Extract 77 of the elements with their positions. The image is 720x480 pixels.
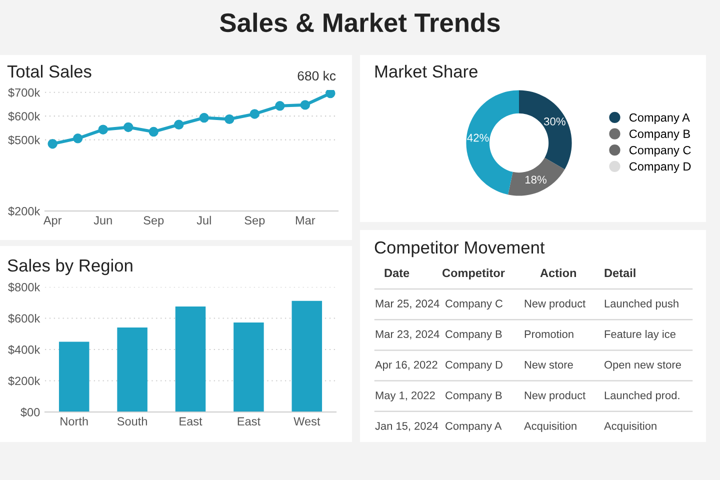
x-tick-label: Jun bbox=[94, 216, 112, 225]
x-tick-label: East bbox=[238, 417, 260, 426]
donut-slice bbox=[508, 158, 565, 196]
chart-title: Total Sales bbox=[7, 64, 92, 78]
text: May 1, 2022 bbox=[376, 391, 435, 402]
text: Mar 23, 2024 bbox=[376, 330, 440, 340]
x-tick-label: South bbox=[117, 416, 147, 426]
data-label: 42% bbox=[467, 134, 489, 142]
point bbox=[174, 120, 184, 130]
y-tick-label: $800k bbox=[8, 282, 40, 292]
y-tick-label: $00 bbox=[20, 408, 40, 418]
text: Feature lay ice bbox=[604, 330, 676, 340]
text: Acquisition bbox=[524, 422, 576, 432]
legend-label: Company C bbox=[629, 146, 691, 157]
point bbox=[199, 112, 209, 123]
text: Open new store bbox=[604, 360, 681, 371]
text: Mar 25, 2024 bbox=[376, 300, 440, 309]
point bbox=[326, 90, 336, 98]
bar bbox=[234, 322, 264, 412]
text: Competitor Movement bbox=[374, 240, 545, 258]
point bbox=[123, 122, 134, 132]
text: Company D bbox=[446, 360, 502, 371]
y-tick-label: $600k bbox=[8, 112, 40, 122]
y-tick-label: $400k bbox=[8, 345, 40, 355]
point bbox=[224, 114, 234, 124]
y-tick-label: $200k bbox=[8, 206, 40, 216]
point bbox=[98, 124, 108, 134]
category-label: Competitor bbox=[442, 268, 505, 280]
x-tick-label: North bbox=[60, 416, 88, 426]
point bbox=[72, 134, 83, 144]
legend-label: Company A bbox=[629, 113, 690, 124]
text: New store bbox=[524, 360, 573, 369]
legend-label: Company D bbox=[629, 162, 691, 173]
category-label: Date bbox=[384, 268, 410, 278]
text: Promotion bbox=[524, 330, 574, 338]
x-tick-label: Jul bbox=[196, 216, 211, 225]
text: New product bbox=[524, 391, 586, 402]
text: Company B bbox=[446, 391, 502, 402]
x-tick-label: East bbox=[180, 417, 202, 426]
bar bbox=[292, 300, 322, 412]
text: Launched push bbox=[604, 299, 678, 310]
category-label: Detail bbox=[604, 268, 636, 278]
point bbox=[250, 109, 260, 119]
point bbox=[148, 126, 158, 137]
y-tick-label: $500k bbox=[8, 135, 40, 145]
text: Company B bbox=[446, 330, 502, 340]
category-label: Action bbox=[540, 268, 576, 278]
point bbox=[48, 138, 58, 149]
donut-slice bbox=[466, 90, 519, 195]
donut-slice bbox=[519, 90, 572, 170]
x-tick-label: Apr bbox=[43, 216, 62, 227]
data-label: 30% bbox=[544, 118, 566, 126]
text: New product bbox=[524, 299, 586, 310]
y-tick-label: $200k bbox=[8, 376, 40, 386]
legend-label: Company B bbox=[629, 130, 690, 140]
text: Sales & Market Trends bbox=[220, 12, 500, 32]
bar bbox=[175, 306, 206, 412]
x-tick-label: West bbox=[294, 417, 320, 426]
point bbox=[300, 100, 310, 110]
bar bbox=[58, 342, 90, 412]
text: 680 kc bbox=[298, 70, 336, 81]
text: Apr 16, 2022 bbox=[375, 360, 438, 371]
y-tick-label: $600k bbox=[8, 314, 40, 324]
x-tick-label: Mar bbox=[296, 216, 316, 225]
text: Jan 15, 2024 bbox=[375, 422, 438, 432]
y-tick-label: $700k bbox=[8, 88, 40, 98]
chart-title: Sales by Region bbox=[8, 258, 132, 276]
text: Acquisition bbox=[604, 422, 656, 432]
chart-title: Market Share bbox=[375, 64, 478, 78]
text: Company C bbox=[446, 300, 503, 310]
text: Company A bbox=[446, 422, 502, 432]
x-tick-label: Sep bbox=[144, 216, 164, 227]
bar bbox=[117, 327, 148, 412]
x-tick-label: Sep bbox=[244, 216, 265, 227]
text: Launched prod. bbox=[604, 391, 680, 402]
data-label: 18% bbox=[525, 176, 546, 184]
point bbox=[275, 101, 285, 111]
